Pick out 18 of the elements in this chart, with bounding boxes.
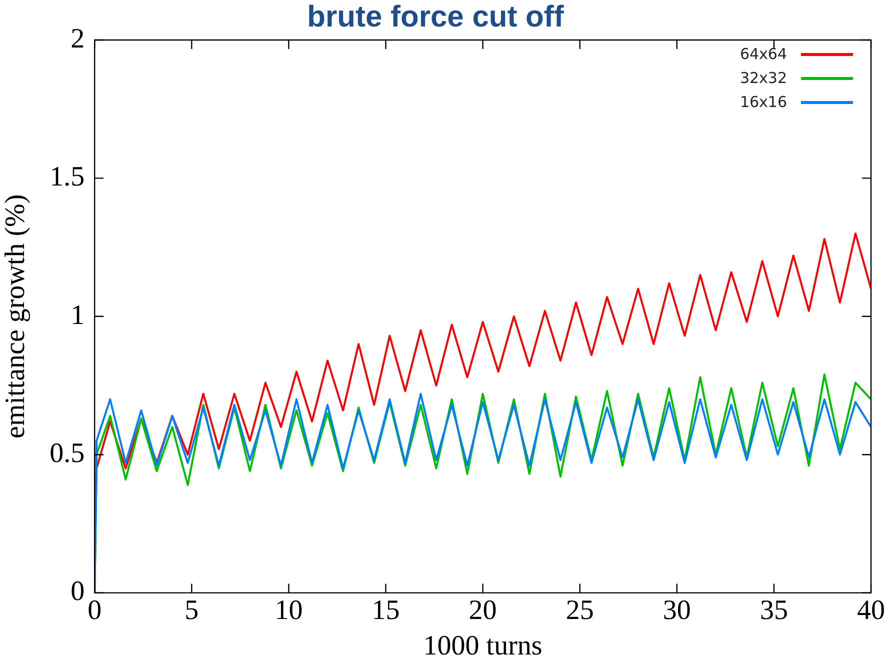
x-tick-label: 35 bbox=[760, 594, 788, 626]
y-tick-label: 0.5 bbox=[50, 438, 85, 469]
x-tick-label: 5 bbox=[184, 594, 199, 626]
x-axis-title: 1000 turns bbox=[423, 630, 542, 662]
y-tick-label: 1.5 bbox=[50, 162, 85, 193]
x-tick-label: 25 bbox=[566, 594, 594, 626]
legend-label: 64x64 bbox=[740, 45, 787, 63]
y-tick-label: 2 bbox=[70, 23, 85, 54]
x-tick-label: 40 bbox=[857, 594, 885, 626]
x-tick-label: 20 bbox=[468, 594, 497, 626]
legend-label: 32x32 bbox=[740, 69, 787, 87]
x-tick-label: 10 bbox=[274, 594, 303, 626]
y-axis-title: emittance growth (%) bbox=[0, 194, 32, 438]
x-tick-label: 15 bbox=[372, 594, 400, 626]
legend-label: 16x16 bbox=[740, 93, 787, 111]
y-tick-label: 1 bbox=[70, 300, 85, 331]
chart-title: brute force cut off bbox=[307, 0, 565, 34]
x-tick-label: 30 bbox=[662, 594, 691, 626]
